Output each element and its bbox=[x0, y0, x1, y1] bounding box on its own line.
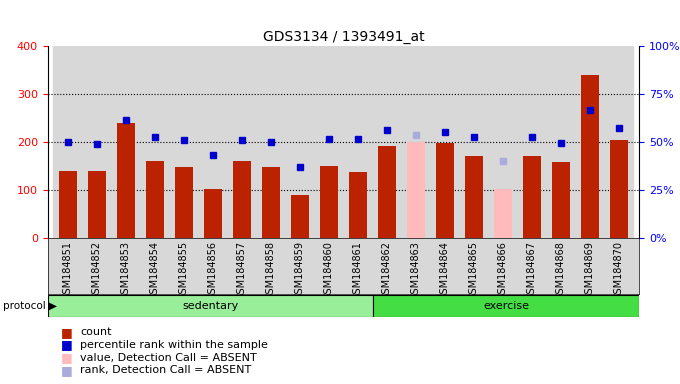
Text: sedentary: sedentary bbox=[182, 301, 239, 311]
Bar bbox=[112, 46, 140, 238]
Text: GSM184852: GSM184852 bbox=[92, 241, 102, 300]
Bar bbox=[320, 166, 337, 238]
Bar bbox=[146, 161, 164, 238]
Bar bbox=[59, 171, 77, 238]
Bar bbox=[262, 167, 279, 238]
Bar bbox=[286, 238, 314, 294]
Bar bbox=[227, 238, 256, 294]
Bar bbox=[605, 46, 633, 238]
Bar bbox=[233, 161, 251, 238]
Text: GSM184853: GSM184853 bbox=[121, 241, 131, 300]
Text: ■: ■ bbox=[61, 338, 73, 351]
Text: GSM184865: GSM184865 bbox=[469, 241, 479, 300]
Bar bbox=[343, 238, 373, 294]
FancyBboxPatch shape bbox=[48, 295, 373, 317]
Bar bbox=[169, 46, 199, 238]
Bar bbox=[575, 46, 605, 238]
Bar bbox=[575, 238, 605, 294]
Bar bbox=[140, 238, 169, 294]
Bar bbox=[605, 238, 633, 294]
Bar bbox=[82, 46, 112, 238]
Text: GSM184862: GSM184862 bbox=[382, 241, 392, 300]
Text: GSM184863: GSM184863 bbox=[411, 241, 421, 300]
Bar bbox=[343, 46, 373, 238]
Bar bbox=[82, 238, 112, 294]
Bar bbox=[373, 238, 401, 294]
Bar bbox=[140, 46, 169, 238]
Text: GSM184867: GSM184867 bbox=[527, 241, 537, 300]
Bar bbox=[291, 195, 309, 238]
Bar bbox=[547, 238, 575, 294]
Bar bbox=[199, 46, 227, 238]
Bar bbox=[517, 46, 547, 238]
Text: GSM184857: GSM184857 bbox=[237, 241, 247, 300]
Bar bbox=[175, 167, 192, 238]
Text: GSM184868: GSM184868 bbox=[556, 241, 566, 300]
Bar bbox=[256, 238, 286, 294]
Bar bbox=[523, 157, 541, 238]
Bar bbox=[112, 238, 140, 294]
Bar bbox=[169, 238, 199, 294]
Bar bbox=[54, 46, 82, 238]
Bar bbox=[314, 46, 343, 238]
Bar bbox=[286, 46, 314, 238]
Bar bbox=[227, 46, 256, 238]
Bar bbox=[373, 46, 401, 238]
Bar bbox=[494, 189, 511, 238]
Bar bbox=[378, 146, 396, 238]
Text: GSM184851: GSM184851 bbox=[63, 241, 73, 300]
Bar bbox=[517, 238, 547, 294]
Bar bbox=[401, 46, 430, 238]
Text: GSM184859: GSM184859 bbox=[295, 241, 305, 300]
Bar bbox=[54, 238, 82, 294]
Text: count: count bbox=[80, 327, 112, 337]
FancyBboxPatch shape bbox=[373, 295, 639, 317]
Text: exercise: exercise bbox=[483, 301, 529, 311]
Text: ■: ■ bbox=[61, 364, 73, 377]
Text: GSM184855: GSM184855 bbox=[179, 241, 189, 300]
Bar bbox=[401, 238, 430, 294]
Text: GSM184870: GSM184870 bbox=[614, 241, 624, 300]
Text: GSM184869: GSM184869 bbox=[585, 241, 595, 300]
Text: GSM184864: GSM184864 bbox=[440, 241, 450, 300]
Bar bbox=[117, 123, 135, 238]
Bar bbox=[430, 46, 460, 238]
Text: GSM184856: GSM184856 bbox=[208, 241, 218, 300]
Text: ■: ■ bbox=[61, 351, 73, 364]
Text: GSM184854: GSM184854 bbox=[150, 241, 160, 300]
Bar bbox=[547, 46, 575, 238]
Text: rank, Detection Call = ABSENT: rank, Detection Call = ABSENT bbox=[80, 365, 252, 375]
Bar bbox=[430, 238, 460, 294]
Bar bbox=[199, 238, 227, 294]
Bar bbox=[256, 46, 286, 238]
Bar bbox=[610, 140, 628, 238]
Bar bbox=[350, 172, 367, 238]
Bar bbox=[436, 143, 454, 238]
Title: GDS3134 / 1393491_at: GDS3134 / 1393491_at bbox=[262, 30, 424, 44]
Bar bbox=[581, 75, 598, 238]
Text: ■: ■ bbox=[61, 326, 73, 339]
Bar bbox=[88, 171, 105, 238]
Text: GSM184858: GSM184858 bbox=[266, 241, 276, 300]
Text: GSM184866: GSM184866 bbox=[498, 241, 508, 300]
Text: GSM184861: GSM184861 bbox=[353, 241, 363, 300]
Bar bbox=[460, 238, 488, 294]
Bar bbox=[488, 238, 517, 294]
Text: protocol ▶: protocol ▶ bbox=[3, 301, 57, 311]
Bar bbox=[552, 162, 570, 238]
Bar bbox=[460, 46, 488, 238]
Bar bbox=[465, 157, 483, 238]
Text: percentile rank within the sample: percentile rank within the sample bbox=[80, 340, 268, 350]
Bar bbox=[407, 142, 424, 238]
Text: value, Detection Call = ABSENT: value, Detection Call = ABSENT bbox=[80, 353, 257, 362]
Text: GSM184860: GSM184860 bbox=[324, 241, 334, 300]
Bar bbox=[488, 46, 517, 238]
Bar bbox=[314, 238, 343, 294]
Bar bbox=[204, 189, 222, 238]
